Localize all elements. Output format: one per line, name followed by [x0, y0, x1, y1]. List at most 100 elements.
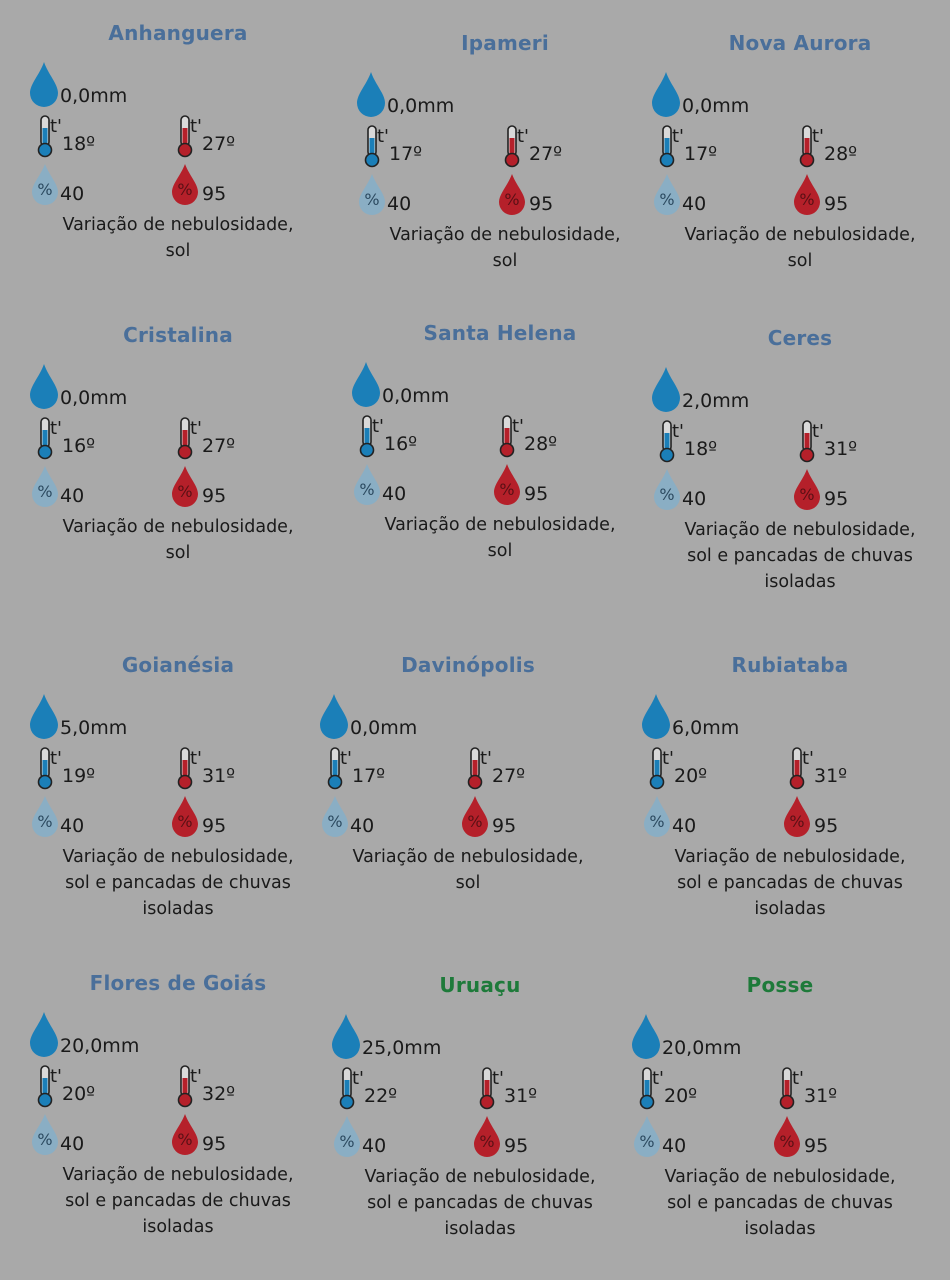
rain-amount: 5,0mm	[60, 717, 128, 739]
city-forecast-card-1: Ipameri 0,0mm t' 17º t' 27º	[355, 30, 655, 274]
svg-text:%: %	[177, 812, 192, 831]
description-line: Variação de nebulosidade,	[62, 1165, 294, 1185]
humidity-high-icon: %	[499, 174, 525, 215]
description-line: Variação de nebulosidade,	[684, 520, 916, 540]
max-temperature: 28º	[824, 143, 858, 165]
water-drop-icon	[652, 72, 680, 117]
svg-text:%: %	[359, 480, 374, 499]
temp-symbol: t'	[190, 1066, 203, 1087]
description-line: isoladas	[142, 899, 214, 919]
weather-description: Variação de nebulosidade, sol	[350, 512, 650, 564]
description-line: isoladas	[744, 1219, 816, 1239]
humidity-low-icon: %	[322, 796, 348, 837]
temperature-row: t' 17º t' 27º	[355, 124, 655, 172]
description-line: isoladas	[444, 1219, 516, 1239]
description-line: sol	[165, 543, 191, 563]
svg-text:%: %	[327, 812, 342, 831]
temp-symbol: t'	[190, 418, 203, 439]
thermometer-hot-icon	[177, 115, 193, 158]
weather-description: Variação de nebulosidade, sol	[28, 212, 328, 264]
city-forecast-card-0: Anhanguera 0,0mm t' 18º t' 27º	[28, 20, 328, 264]
thermometer-cold-icon	[339, 1067, 355, 1110]
thermometer-hot-icon	[479, 1067, 495, 1110]
min-humidity: 40	[60, 815, 85, 837]
city-name: Davinópolis	[401, 653, 535, 677]
humidity-high-icon: %	[172, 466, 198, 507]
description-line: Variação de nebulosidade,	[674, 847, 906, 867]
rain-row: 25,0mm	[330, 1012, 630, 1066]
thermometer-cold-icon	[659, 420, 675, 463]
city-name: Goianésia	[121, 653, 235, 677]
description-line: Variação de nebulosidade,	[62, 215, 294, 235]
temp-symbol: t'	[340, 748, 353, 769]
humidity-row: % 40 % 95	[28, 1112, 328, 1160]
description-line: sol	[487, 541, 513, 561]
thermometer-hot-icon	[177, 1065, 193, 1108]
humidity-high-icon: %	[462, 796, 488, 837]
water-drop-icon	[30, 62, 58, 107]
temp-symbol: t'	[480, 748, 493, 769]
humidity-low-icon: %	[32, 466, 58, 507]
min-humidity: 40	[60, 183, 85, 205]
min-temperature: 20º	[664, 1085, 698, 1107]
description-line: isoladas	[142, 1217, 214, 1237]
svg-text:%: %	[499, 480, 514, 499]
max-humidity: 95	[804, 1135, 829, 1157]
humidity-row: % 40 % 95	[318, 794, 618, 842]
city-forecast-card-5: Ceres 2,0mm t' 18º t' 31º	[650, 325, 950, 595]
rain-amount: 20,0mm	[60, 1035, 140, 1057]
weather-description: Variação de nebulosidade, sol e pancadas…	[650, 517, 950, 595]
humidity-low-icon: %	[644, 796, 670, 837]
rain-amount: 0,0mm	[60, 387, 128, 409]
rain-amount: 0,0mm	[682, 95, 750, 117]
humidity-row: % 40 % 95	[28, 794, 328, 842]
weather-description: Variação de nebulosidade, sol	[318, 844, 618, 896]
temperature-row: t' 18º t' 27º	[28, 114, 328, 162]
humidity-row: % 40 % 95	[630, 1114, 930, 1162]
humidity-low-icon: %	[634, 1116, 660, 1157]
thermometer-cold-icon	[639, 1067, 655, 1110]
city-forecast-card-2: Nova Aurora 0,0mm t' 17º t' 28º	[650, 30, 950, 274]
max-humidity: 95	[202, 183, 227, 205]
svg-text:%: %	[177, 1130, 192, 1149]
temp-symbol: t'	[372, 416, 385, 437]
svg-text:%: %	[779, 1132, 794, 1151]
city-name: Rubiataba	[731, 653, 849, 677]
description-line: sol	[165, 241, 191, 261]
humidity-high-icon: %	[172, 796, 198, 837]
humidity-row: % 40 % 95	[28, 162, 328, 210]
temp-symbol: t'	[492, 1068, 505, 1089]
city-forecast-card-11: Posse 20,0mm t' 20º t' 31º	[630, 972, 930, 1242]
min-humidity: 40	[682, 193, 707, 215]
rain-amount: 25,0mm	[362, 1037, 442, 1059]
temperature-row: t' 17º t' 27º	[318, 746, 618, 794]
temp-symbol: t'	[512, 416, 525, 437]
min-temperature: 18º	[684, 438, 718, 460]
svg-text:%: %	[37, 1130, 52, 1149]
rain-row: 0,0mm	[355, 70, 655, 124]
min-humidity: 40	[350, 815, 375, 837]
temp-symbol: t'	[672, 126, 685, 147]
temperature-row: t' 19º t' 31º	[28, 746, 328, 794]
water-drop-icon	[642, 694, 670, 739]
min-humidity: 40	[60, 1133, 85, 1155]
humidity-low-icon: %	[32, 1114, 58, 1155]
water-drop-icon	[352, 362, 380, 407]
temperature-row: t' 16º t' 28º	[350, 414, 650, 462]
rain-row: 0,0mm	[318, 692, 618, 746]
temp-symbol: t'	[50, 1066, 63, 1087]
rain-amount: 6,0mm	[672, 717, 740, 739]
water-drop-icon	[652, 367, 680, 412]
min-humidity: 40	[387, 193, 412, 215]
thermometer-hot-icon	[779, 1067, 795, 1110]
city-forecast-card-9: Flores de Goiás 20,0mm t' 20º t' 32º	[28, 970, 328, 1240]
svg-text:%: %	[639, 1132, 654, 1151]
rain-amount: 0,0mm	[350, 717, 418, 739]
city-name: Nova Aurora	[728, 31, 872, 55]
thermometer-cold-icon	[37, 747, 53, 790]
description-line: isoladas	[764, 572, 836, 592]
rain-row: 0,0mm	[350, 360, 650, 414]
weather-description: Variação de nebulosidade, sol e pancadas…	[640, 844, 940, 922]
min-temperature: 18º	[62, 133, 96, 155]
thermometer-cold-icon	[37, 1065, 53, 1108]
